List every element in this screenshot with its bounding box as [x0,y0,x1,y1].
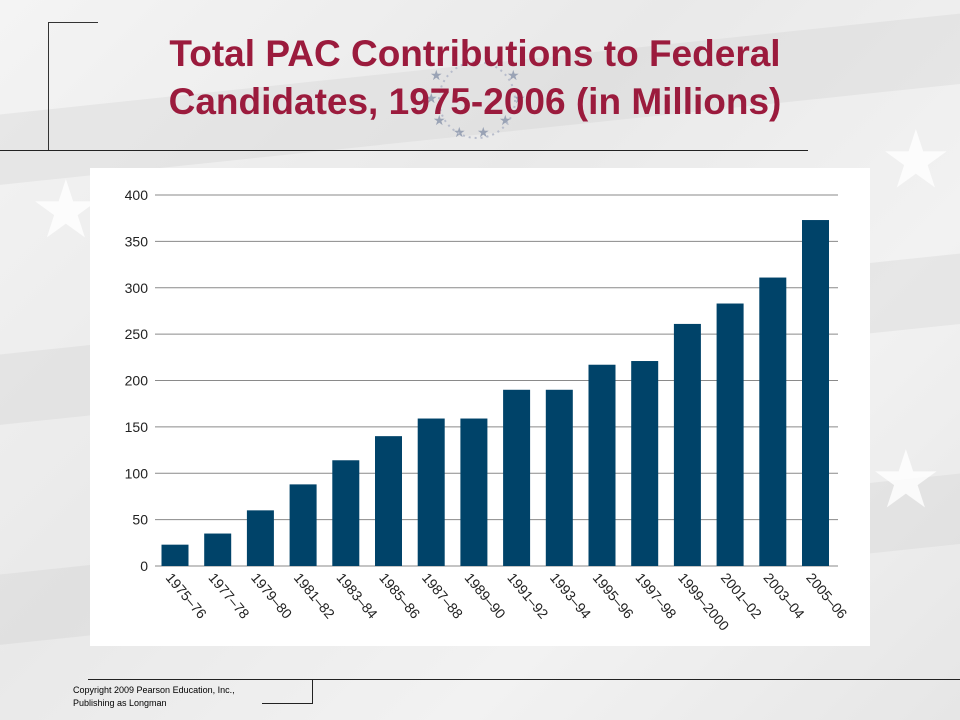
y-tick-label: 150 [125,419,149,435]
bar [204,533,232,566]
frame-line-top [48,22,98,23]
y-tick-label: 350 [125,233,149,249]
bar [460,418,488,566]
x-tick-label: 1997–98 [632,570,679,622]
bar-chart-panel: 0 50 100 150 200 250 300 350 400 1975–76 1977–78 19… [90,168,870,646]
title-divider-line [0,150,808,151]
bar [716,303,744,566]
footer-frame-tick-horizontal [262,703,313,704]
x-tick-label: 1993–94 [547,570,594,622]
svg-text:★: ★ [430,68,443,84]
x-tick-label: 1995–96 [590,570,637,622]
footer-divider-line [88,679,960,680]
bar [246,510,274,566]
bar [802,220,829,567]
x-tick-label: 1977–78 [205,570,252,622]
x-tick-label: 1975–76 [163,570,210,622]
bar [673,323,701,566]
y-tick-label: 100 [125,465,149,481]
bar [545,389,573,566]
frame-line-vertical [48,22,49,150]
star-seal-icon: ★ ★ ★ ★ ★ ★ ★ ★ [425,61,526,140]
background-star-icon: ★ [870,435,942,524]
x-tick-label: 1991–92 [504,570,551,622]
y-tick-label: 0 [140,558,148,574]
x-tick-label: 1983–84 [334,570,381,622]
y-tick-label: 50 [132,512,148,528]
background-star-icon: ★ [30,165,102,254]
x-tick-label: 1981–82 [291,570,338,622]
bar [375,436,402,566]
bar [588,364,616,566]
y-tick-label: 200 [125,373,149,389]
slide-title-line1: Total PAC Contributions to Federal [169,33,781,74]
x-tick-label: 1987–88 [419,570,466,622]
bar-chart: 0501001502002503003504001975–761977–7819… [125,187,851,634]
slide-title-line2: Candidates, 1975-2006 (in Millions) [168,81,782,122]
y-tick-label: 400 [125,187,149,203]
x-tick-label: 2003–04 [761,570,808,622]
bar [289,484,317,566]
bar [759,277,787,566]
x-tick-label: 1979–80 [248,570,295,622]
bar [161,544,189,566]
bar [332,460,360,566]
y-tick-label: 300 [125,280,149,296]
copyright-notice: Copyright 2009 Pearson Education, Inc., … [73,685,235,708]
svg-text:★: ★ [477,125,490,140]
slide-title: Total PAC Contributions to Federal Candi… [60,30,890,126]
svg-text:★: ★ [433,113,446,129]
x-tick-label: 1985–86 [376,570,423,622]
y-tick-label: 250 [125,326,149,342]
bar [503,389,531,566]
bar [631,361,659,566]
x-tick-label: 2005–06 [803,570,850,622]
svg-text:★: ★ [513,91,526,107]
svg-text:★: ★ [499,113,512,129]
background-star-icon: ★ [880,115,952,204]
x-tick-label: 1989–90 [462,570,509,622]
svg-text:★: ★ [425,91,438,107]
bar [417,418,445,566]
footer-frame-tick [312,679,313,703]
